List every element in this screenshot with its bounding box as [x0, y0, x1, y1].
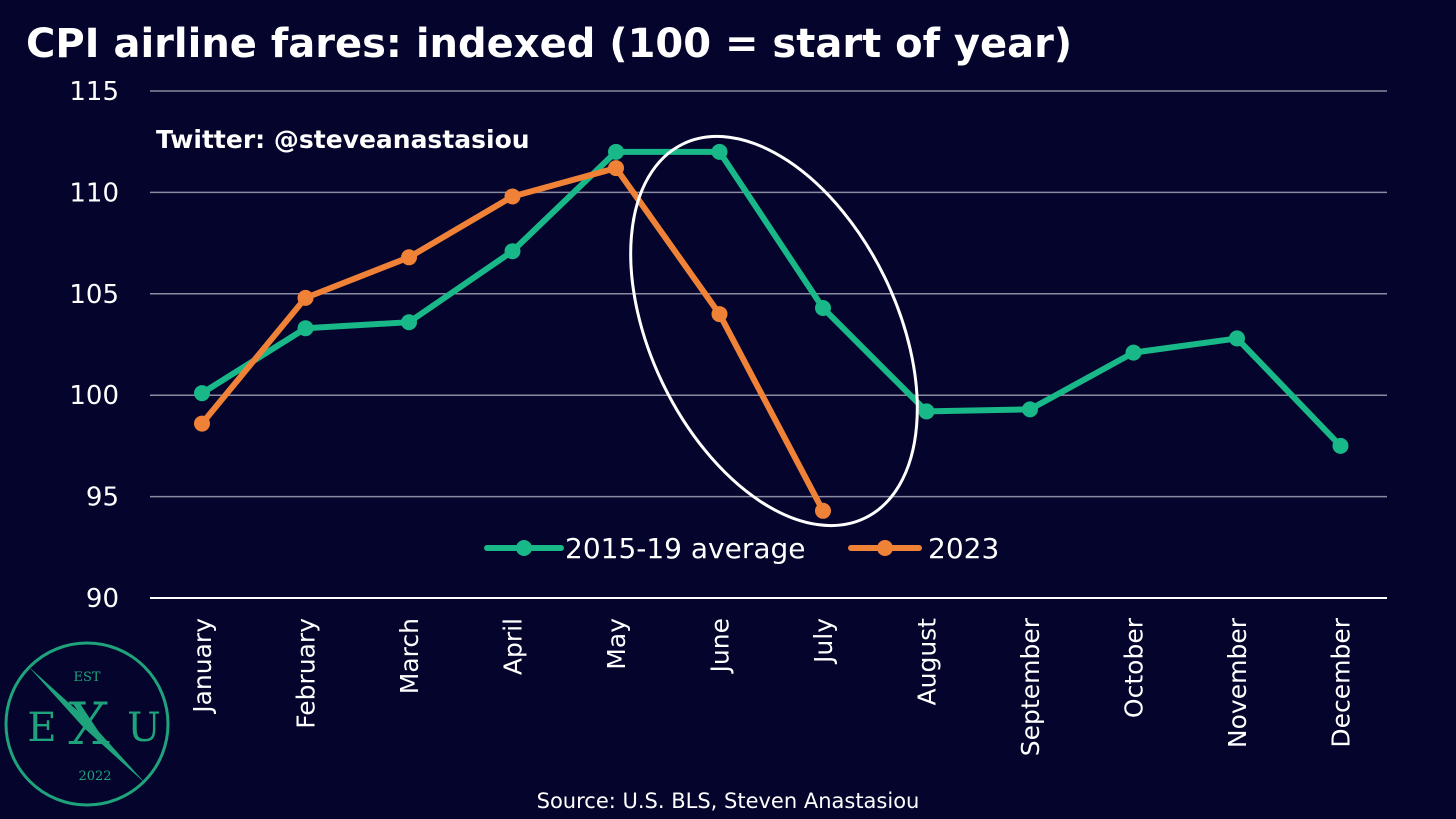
y-tick-label: 90 — [86, 584, 119, 614]
x-tick-label: May — [602, 618, 631, 670]
series-1 — [194, 160, 831, 519]
data-point — [608, 143, 624, 160]
data-point — [297, 320, 314, 337]
x-axis-ticks: January February March April May June July Augu… — [188, 617, 1356, 756]
data-point — [1332, 437, 1349, 454]
data-point — [608, 160, 624, 177]
series-line — [199, 165, 826, 514]
legend-label: 2023 — [928, 532, 999, 565]
data-point — [815, 502, 831, 519]
legend-label: 2015-19 average — [565, 532, 806, 565]
data-point — [401, 314, 417, 331]
chart-title: CPI airline fares: indexed (100 = start … — [26, 21, 1072, 67]
data-point — [1022, 401, 1038, 418]
legend-item: 2015-19 average — [484, 532, 806, 565]
logo-ring — [4, 641, 170, 807]
y-tick-label: 95 — [86, 483, 119, 513]
x-tick-label: August — [913, 618, 942, 706]
data-point — [297, 289, 314, 306]
exu-logo: EST E X U 2022 — [4, 641, 170, 807]
x-tick-label: November — [1223, 617, 1252, 748]
y-tick-label: 115 — [69, 77, 119, 107]
data-point — [918, 403, 935, 420]
data-point — [711, 306, 728, 323]
y-axis-ticks: 90 95 100 105 110 115 — [69, 77, 119, 614]
data-point — [1229, 330, 1245, 347]
data-point — [504, 188, 521, 205]
x-tick-label: April — [499, 618, 528, 675]
x-tick-label: March — [395, 618, 424, 694]
x-tick-label: July — [809, 618, 838, 665]
twitter-handle: Twitter: @steveanastasiou — [156, 125, 530, 154]
data-point — [194, 385, 210, 402]
data-point — [815, 299, 831, 316]
logo-year: 2022 — [78, 769, 111, 784]
logo-est: EST — [73, 670, 100, 685]
data-point — [401, 249, 417, 266]
legend-item: 2023 — [848, 532, 999, 565]
x-tick-label: February — [292, 618, 321, 729]
x-tick-label: September — [1016, 617, 1045, 756]
data-point — [194, 415, 210, 432]
data-point — [1125, 344, 1142, 361]
grid-lines — [150, 90, 1387, 599]
legend: 2015-19 average 2023 — [484, 532, 999, 565]
x-tick-label: December — [1327, 617, 1356, 747]
series-line — [199, 148, 1344, 449]
logo-letter-u: U — [127, 705, 161, 751]
logo-letter-e: E — [27, 705, 56, 751]
y-tick-label: 100 — [69, 381, 119, 411]
x-tick-label: June — [706, 618, 735, 674]
x-tick-label: January — [188, 618, 217, 715]
series-layer — [194, 143, 1349, 519]
highlight-ellipse — [629, 134, 919, 528]
legend-swatch-marker — [877, 540, 893, 556]
x-tick-label: October — [1120, 617, 1149, 718]
legend-swatch-marker — [516, 540, 532, 556]
y-tick-label: 110 — [69, 178, 119, 208]
source-note: Source: U.S. BLS, Steven Anastasiou — [537, 789, 920, 813]
series-0 — [194, 143, 1349, 454]
logo-blade — [28, 666, 146, 784]
data-point — [711, 143, 728, 160]
data-point — [504, 243, 521, 260]
y-tick-label: 105 — [69, 280, 119, 310]
